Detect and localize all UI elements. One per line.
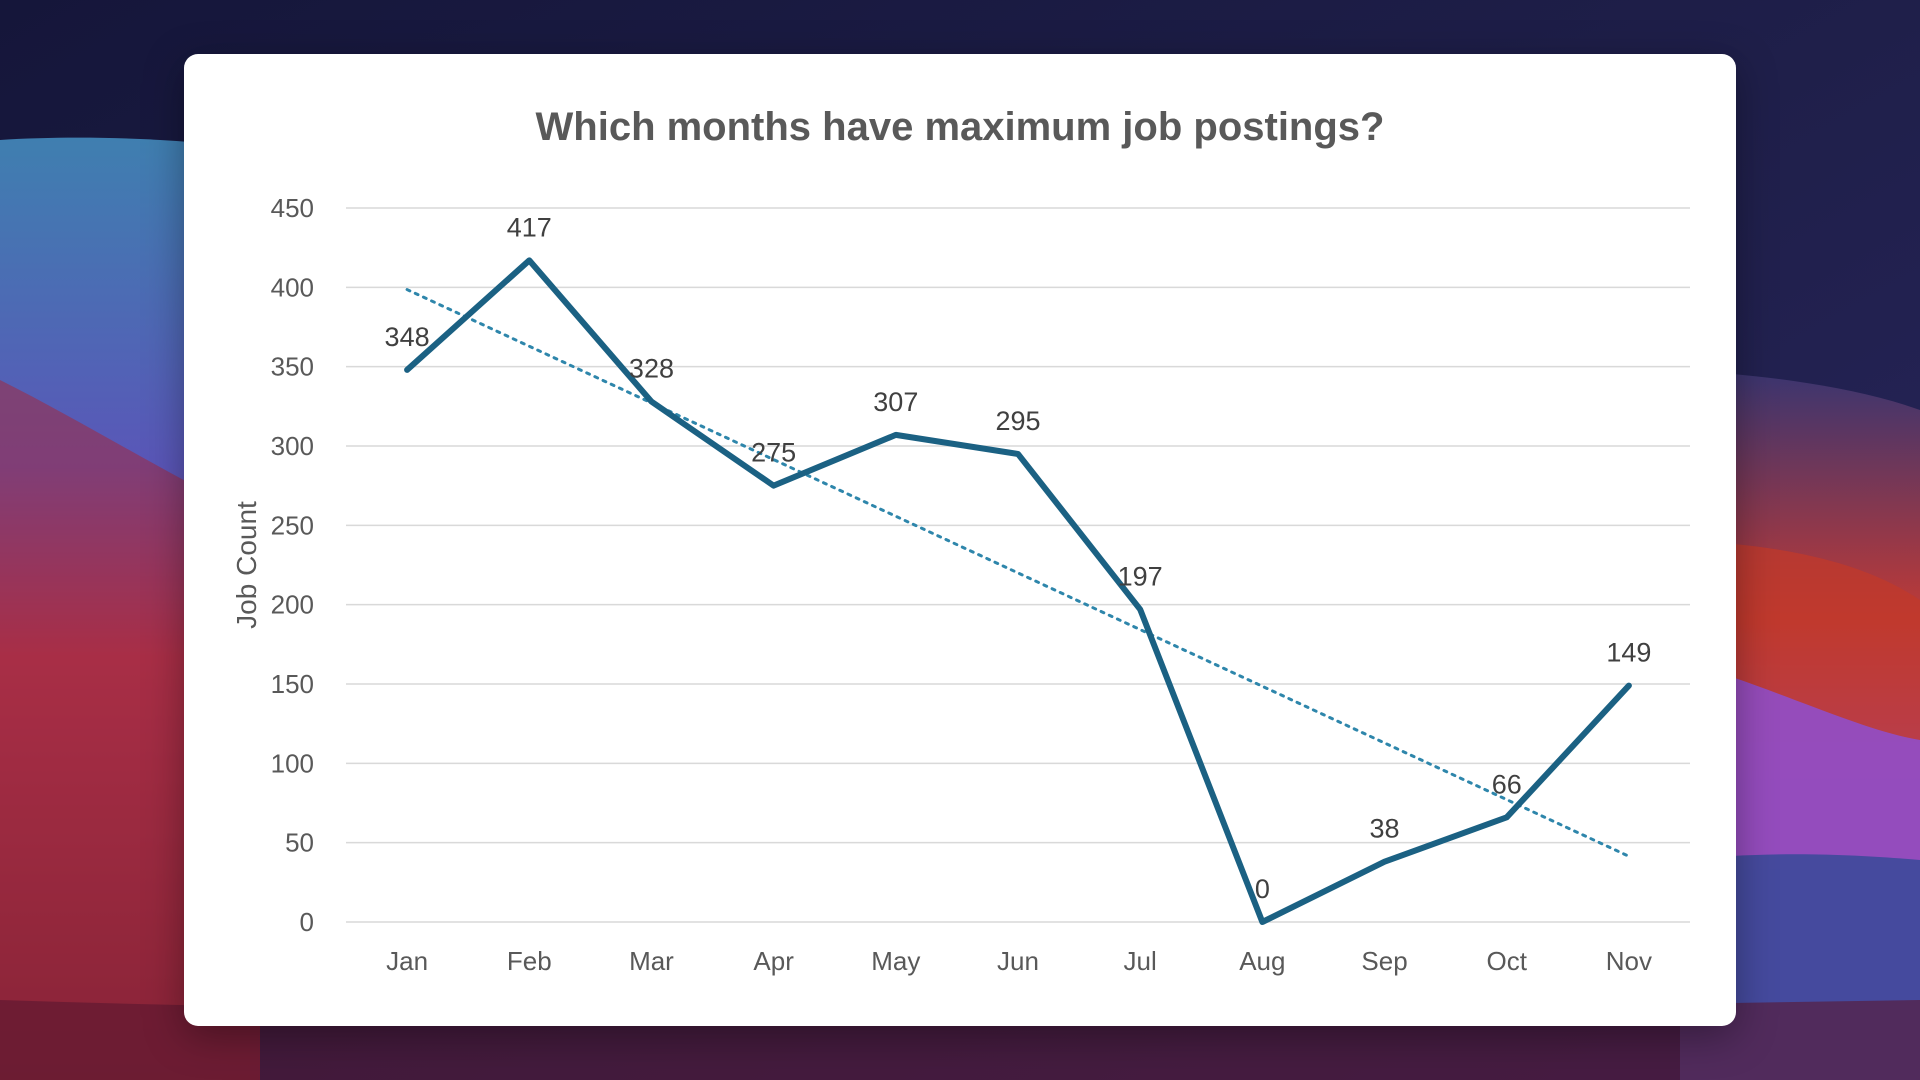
series-line bbox=[404, 257, 1632, 925]
x-tick-label: Oct bbox=[1487, 946, 1528, 976]
y-tick-label: 450 bbox=[271, 193, 314, 223]
x-tick-label: Jan bbox=[386, 946, 428, 976]
chart-title: Which months have maximum job postings? bbox=[536, 105, 1385, 149]
data-label: 328 bbox=[629, 354, 674, 384]
data-label: 295 bbox=[995, 406, 1040, 436]
data-label: 417 bbox=[507, 212, 552, 242]
y-tick-label: 300 bbox=[271, 431, 314, 461]
y-tick-label: 250 bbox=[271, 510, 314, 540]
line-chart: Which months have maximum job postings? … bbox=[231, 105, 1690, 976]
x-tick-label: Aug bbox=[1239, 946, 1285, 976]
y-tick-label: 150 bbox=[271, 669, 314, 699]
data-label: 0 bbox=[1255, 874, 1270, 904]
gridlines bbox=[346, 207, 1690, 923]
y-tick-label: 400 bbox=[271, 272, 314, 302]
x-tick-label: Nov bbox=[1606, 946, 1652, 976]
x-tick-label: Apr bbox=[753, 946, 794, 976]
data-labels: 348 417 328 275 307 295 197 0 38 66 149 bbox=[385, 212, 1652, 904]
y-tick-label: 50 bbox=[285, 828, 314, 858]
data-label: 66 bbox=[1492, 769, 1522, 799]
trendline bbox=[405, 288, 1631, 858]
data-label: 38 bbox=[1370, 814, 1400, 844]
x-tick-label: Sep bbox=[1361, 946, 1407, 976]
x-tick-label: Jul bbox=[1124, 946, 1157, 976]
series-line-group bbox=[404, 257, 1632, 925]
y-tick-label: 350 bbox=[271, 352, 314, 382]
y-tick-label: 200 bbox=[271, 590, 314, 620]
y-axis-title: Job Count bbox=[231, 501, 262, 629]
x-tick-label: Feb bbox=[507, 946, 552, 976]
data-label: 149 bbox=[1606, 638, 1651, 668]
x-axis-ticks: Jan Feb Mar Apr May Jun Jul Aug Sep Oct Nov bbox=[386, 946, 1652, 976]
data-label: 197 bbox=[1118, 561, 1163, 591]
y-tick-label: 0 bbox=[300, 907, 314, 937]
x-tick-label: May bbox=[871, 946, 920, 976]
x-tick-label: Mar bbox=[629, 946, 674, 976]
x-tick-label: Jun bbox=[997, 946, 1039, 976]
y-axis-ticks: 0 50 100 150 200 250 300 350 400 450 bbox=[271, 193, 314, 937]
chart-card: Which months have maximum job postings? … bbox=[184, 54, 1736, 1026]
trendline-path bbox=[405, 288, 1631, 858]
y-tick-label: 100 bbox=[271, 748, 314, 778]
data-label: 275 bbox=[751, 438, 796, 468]
data-label: 307 bbox=[873, 387, 918, 417]
data-label: 348 bbox=[385, 322, 430, 352]
